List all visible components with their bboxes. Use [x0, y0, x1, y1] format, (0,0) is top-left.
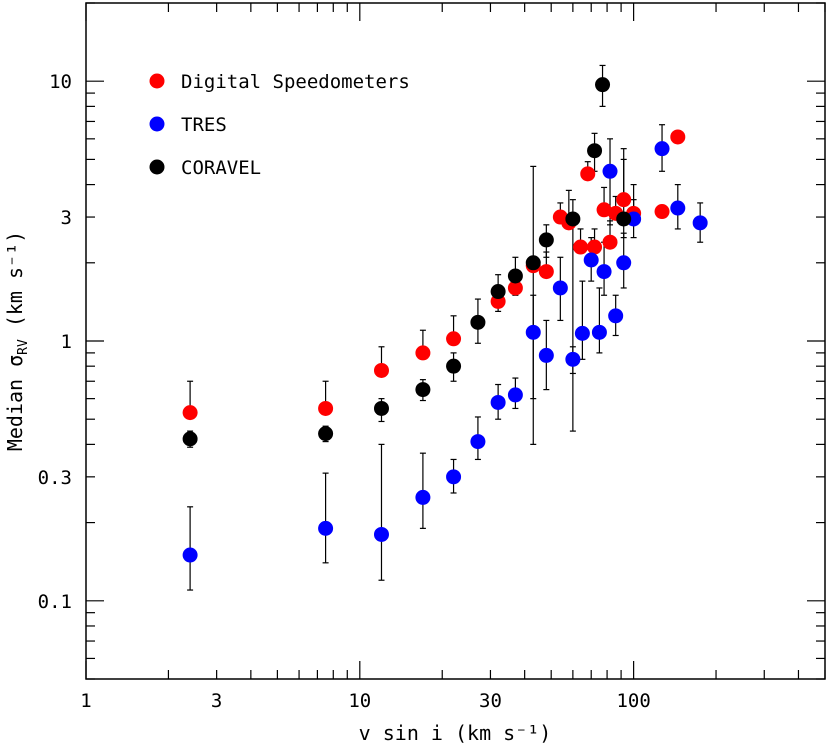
data-point [490, 394, 506, 410]
legend-marker [149, 73, 165, 89]
data-point [538, 347, 554, 363]
x-axis-label: v sin i (km s⁻¹) [359, 721, 552, 745]
data-point [602, 163, 618, 179]
data-point [318, 400, 334, 416]
x-tick-label: 100 [616, 690, 650, 712]
data-point [373, 526, 389, 542]
data-point [525, 324, 541, 340]
y-axis-label-main: Median σ [3, 355, 27, 451]
data-point [182, 547, 198, 563]
data-point [507, 268, 523, 284]
data-point [608, 308, 624, 324]
x-tick-label: 30 [479, 690, 502, 712]
data-point [596, 202, 612, 218]
y-axis-label: Median σRV (km s⁻¹) [3, 231, 31, 451]
data-point [654, 204, 670, 220]
data-point [573, 239, 589, 255]
data-point [616, 255, 632, 271]
data-point [470, 434, 486, 450]
data-point [182, 431, 198, 447]
data-point [654, 141, 670, 157]
data-point [692, 215, 708, 231]
legend-label: CORAVEL [181, 157, 261, 179]
data-point [415, 489, 431, 505]
data-point [507, 387, 523, 403]
data-point [470, 314, 486, 330]
data-point [318, 426, 334, 442]
legend-label: Digital Speedometers [181, 71, 410, 93]
data-point [587, 239, 603, 255]
data-point [616, 192, 632, 208]
x-tick-label: 10 [348, 690, 371, 712]
data-point [538, 264, 554, 280]
legend: Digital Speedometers TRES CORAVEL [149, 71, 410, 179]
x-tick-label: 1 [80, 690, 91, 712]
data-point [507, 280, 523, 296]
data-point [415, 382, 431, 398]
data-point [596, 264, 612, 280]
data-point [446, 469, 462, 485]
data-point [595, 77, 611, 93]
data-point [373, 400, 389, 416]
axis-ticks: 1 3 10 30 100 0.1 0.3 1 3 10 [38, 2, 826, 712]
data-point [525, 255, 541, 271]
data-point [587, 143, 603, 159]
data-point [602, 234, 618, 250]
data-point [318, 520, 334, 536]
data-point [670, 200, 686, 216]
legend-marker [149, 159, 165, 175]
data-point [565, 211, 581, 227]
y-tick-label: 10 [49, 71, 72, 93]
x-tick-label: 3 [211, 690, 222, 712]
data-points [182, 77, 708, 563]
data-point [591, 324, 607, 340]
data-point [446, 358, 462, 374]
legend-marker [149, 116, 165, 132]
data-point [580, 166, 596, 182]
legend-label: TRES [181, 114, 227, 136]
y-axis-label-unit: (km s⁻¹) [3, 231, 27, 339]
data-point [538, 232, 554, 248]
y-axis-label-sub: RV [16, 339, 31, 355]
data-point [373, 362, 389, 378]
data-point [616, 211, 632, 227]
data-point [565, 351, 581, 367]
y-tick-label: 3 [61, 207, 72, 229]
data-point [490, 284, 506, 300]
data-point [415, 345, 431, 361]
y-tick-label: 0.1 [38, 591, 72, 613]
data-point [583, 252, 599, 268]
y-tick-label: 0.3 [38, 467, 72, 489]
data-point [574, 325, 590, 341]
y-tick-label: 1 [61, 331, 72, 353]
error-bars [187, 64, 704, 591]
data-point [670, 129, 686, 145]
data-point [552, 280, 568, 296]
data-point [182, 405, 198, 421]
data-point [446, 331, 462, 347]
